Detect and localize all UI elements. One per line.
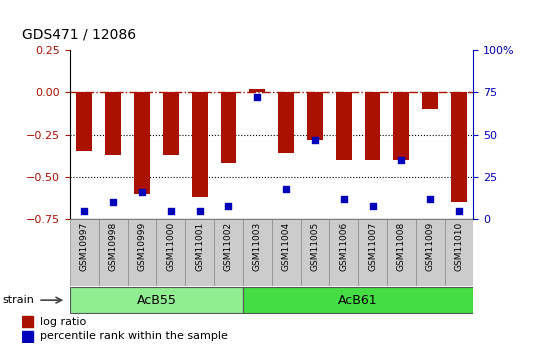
Bar <box>243 287 473 313</box>
Bar <box>163 92 179 155</box>
Text: GSM11003: GSM11003 <box>253 222 262 271</box>
Point <box>339 196 348 201</box>
Text: GSM10998: GSM10998 <box>109 222 118 271</box>
Bar <box>99 219 128 286</box>
Point <box>455 208 463 213</box>
Bar <box>22 316 33 327</box>
Bar <box>134 92 150 194</box>
Point <box>426 196 435 201</box>
Text: percentile rank within the sample: percentile rank within the sample <box>40 331 228 341</box>
Bar <box>416 219 444 286</box>
Bar <box>278 92 294 153</box>
Bar <box>192 92 208 197</box>
Bar <box>451 92 467 202</box>
Bar <box>185 219 214 286</box>
Bar <box>387 219 416 286</box>
Bar <box>307 92 323 140</box>
Bar <box>157 219 185 286</box>
Text: GSM11000: GSM11000 <box>166 222 175 271</box>
Point <box>80 208 89 213</box>
Text: GSM11002: GSM11002 <box>224 222 233 271</box>
Text: GSM10997: GSM10997 <box>80 222 89 271</box>
Text: GDS471 / 12086: GDS471 / 12086 <box>22 27 136 41</box>
Bar <box>358 219 387 286</box>
Point <box>368 203 377 208</box>
Bar <box>70 287 243 313</box>
Bar <box>329 219 358 286</box>
Text: GSM11010: GSM11010 <box>455 222 464 271</box>
Text: GSM11001: GSM11001 <box>195 222 204 271</box>
Point <box>253 95 261 100</box>
Point <box>167 208 175 213</box>
Text: AcB61: AcB61 <box>338 294 378 307</box>
Point <box>310 137 319 142</box>
Text: AcB55: AcB55 <box>137 294 176 307</box>
Bar <box>249 89 265 92</box>
Bar <box>70 219 99 286</box>
Text: GSM11008: GSM11008 <box>397 222 406 271</box>
Bar <box>214 219 243 286</box>
Point <box>282 186 291 191</box>
Point <box>224 203 233 208</box>
Point <box>195 208 204 213</box>
Bar <box>365 92 380 160</box>
Text: GSM11006: GSM11006 <box>339 222 348 271</box>
Point <box>109 199 117 205</box>
Bar <box>105 92 121 155</box>
Point <box>397 157 406 163</box>
Bar <box>243 219 272 286</box>
Bar <box>301 219 329 286</box>
Bar <box>422 92 438 109</box>
Text: GSM11005: GSM11005 <box>310 222 320 271</box>
Bar <box>221 92 236 163</box>
Bar <box>76 92 93 151</box>
Text: strain: strain <box>3 295 34 305</box>
Bar <box>336 92 352 160</box>
Text: GSM10999: GSM10999 <box>138 222 146 271</box>
Point <box>138 189 146 195</box>
Bar <box>128 219 157 286</box>
Text: GSM11009: GSM11009 <box>426 222 435 271</box>
Bar <box>393 92 409 160</box>
Text: GSM11004: GSM11004 <box>281 222 291 271</box>
Bar <box>444 219 473 286</box>
Text: GSM11007: GSM11007 <box>368 222 377 271</box>
Bar <box>272 219 301 286</box>
Text: log ratio: log ratio <box>40 317 87 327</box>
Bar <box>22 331 33 342</box>
